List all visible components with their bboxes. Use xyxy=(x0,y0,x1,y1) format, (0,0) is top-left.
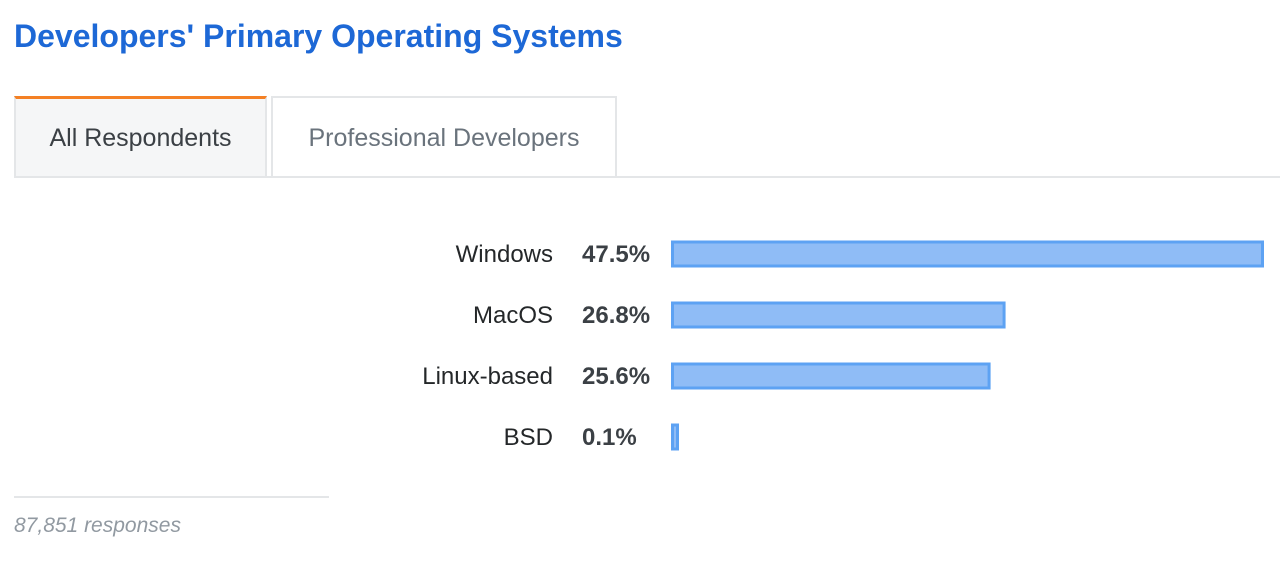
tabs-divider xyxy=(14,176,1280,178)
bar-linux-based[interactable] xyxy=(671,362,991,390)
tab-label: Professional Developers xyxy=(308,123,580,152)
tab-label: All Respondents xyxy=(49,124,232,152)
value-label-windows: 47.5% xyxy=(582,241,650,268)
tab-all-respondents[interactable]: All Respondents xyxy=(14,96,267,178)
category-label-bsd: BSD xyxy=(504,424,553,451)
bar-windows[interactable] xyxy=(671,240,1264,268)
value-label-bsd: 0.1% xyxy=(582,424,637,451)
bar-bsd[interactable] xyxy=(671,423,679,451)
value-label-linux-based: 25.6% xyxy=(582,363,650,390)
category-label-windows: Windows xyxy=(456,241,553,268)
category-label-macos: MacOS xyxy=(473,302,553,329)
page-title: Developers' Primary Operating Systems xyxy=(14,18,623,54)
footer-divider xyxy=(14,496,329,498)
bar-macos[interactable] xyxy=(671,301,1006,329)
tab-professional-developers[interactable]: Professional Developers xyxy=(271,96,617,178)
category-label-linux-based: Linux-based xyxy=(422,363,553,390)
value-label-macos: 26.8% xyxy=(582,302,650,329)
responses-count: 87,851 responses xyxy=(14,514,181,537)
